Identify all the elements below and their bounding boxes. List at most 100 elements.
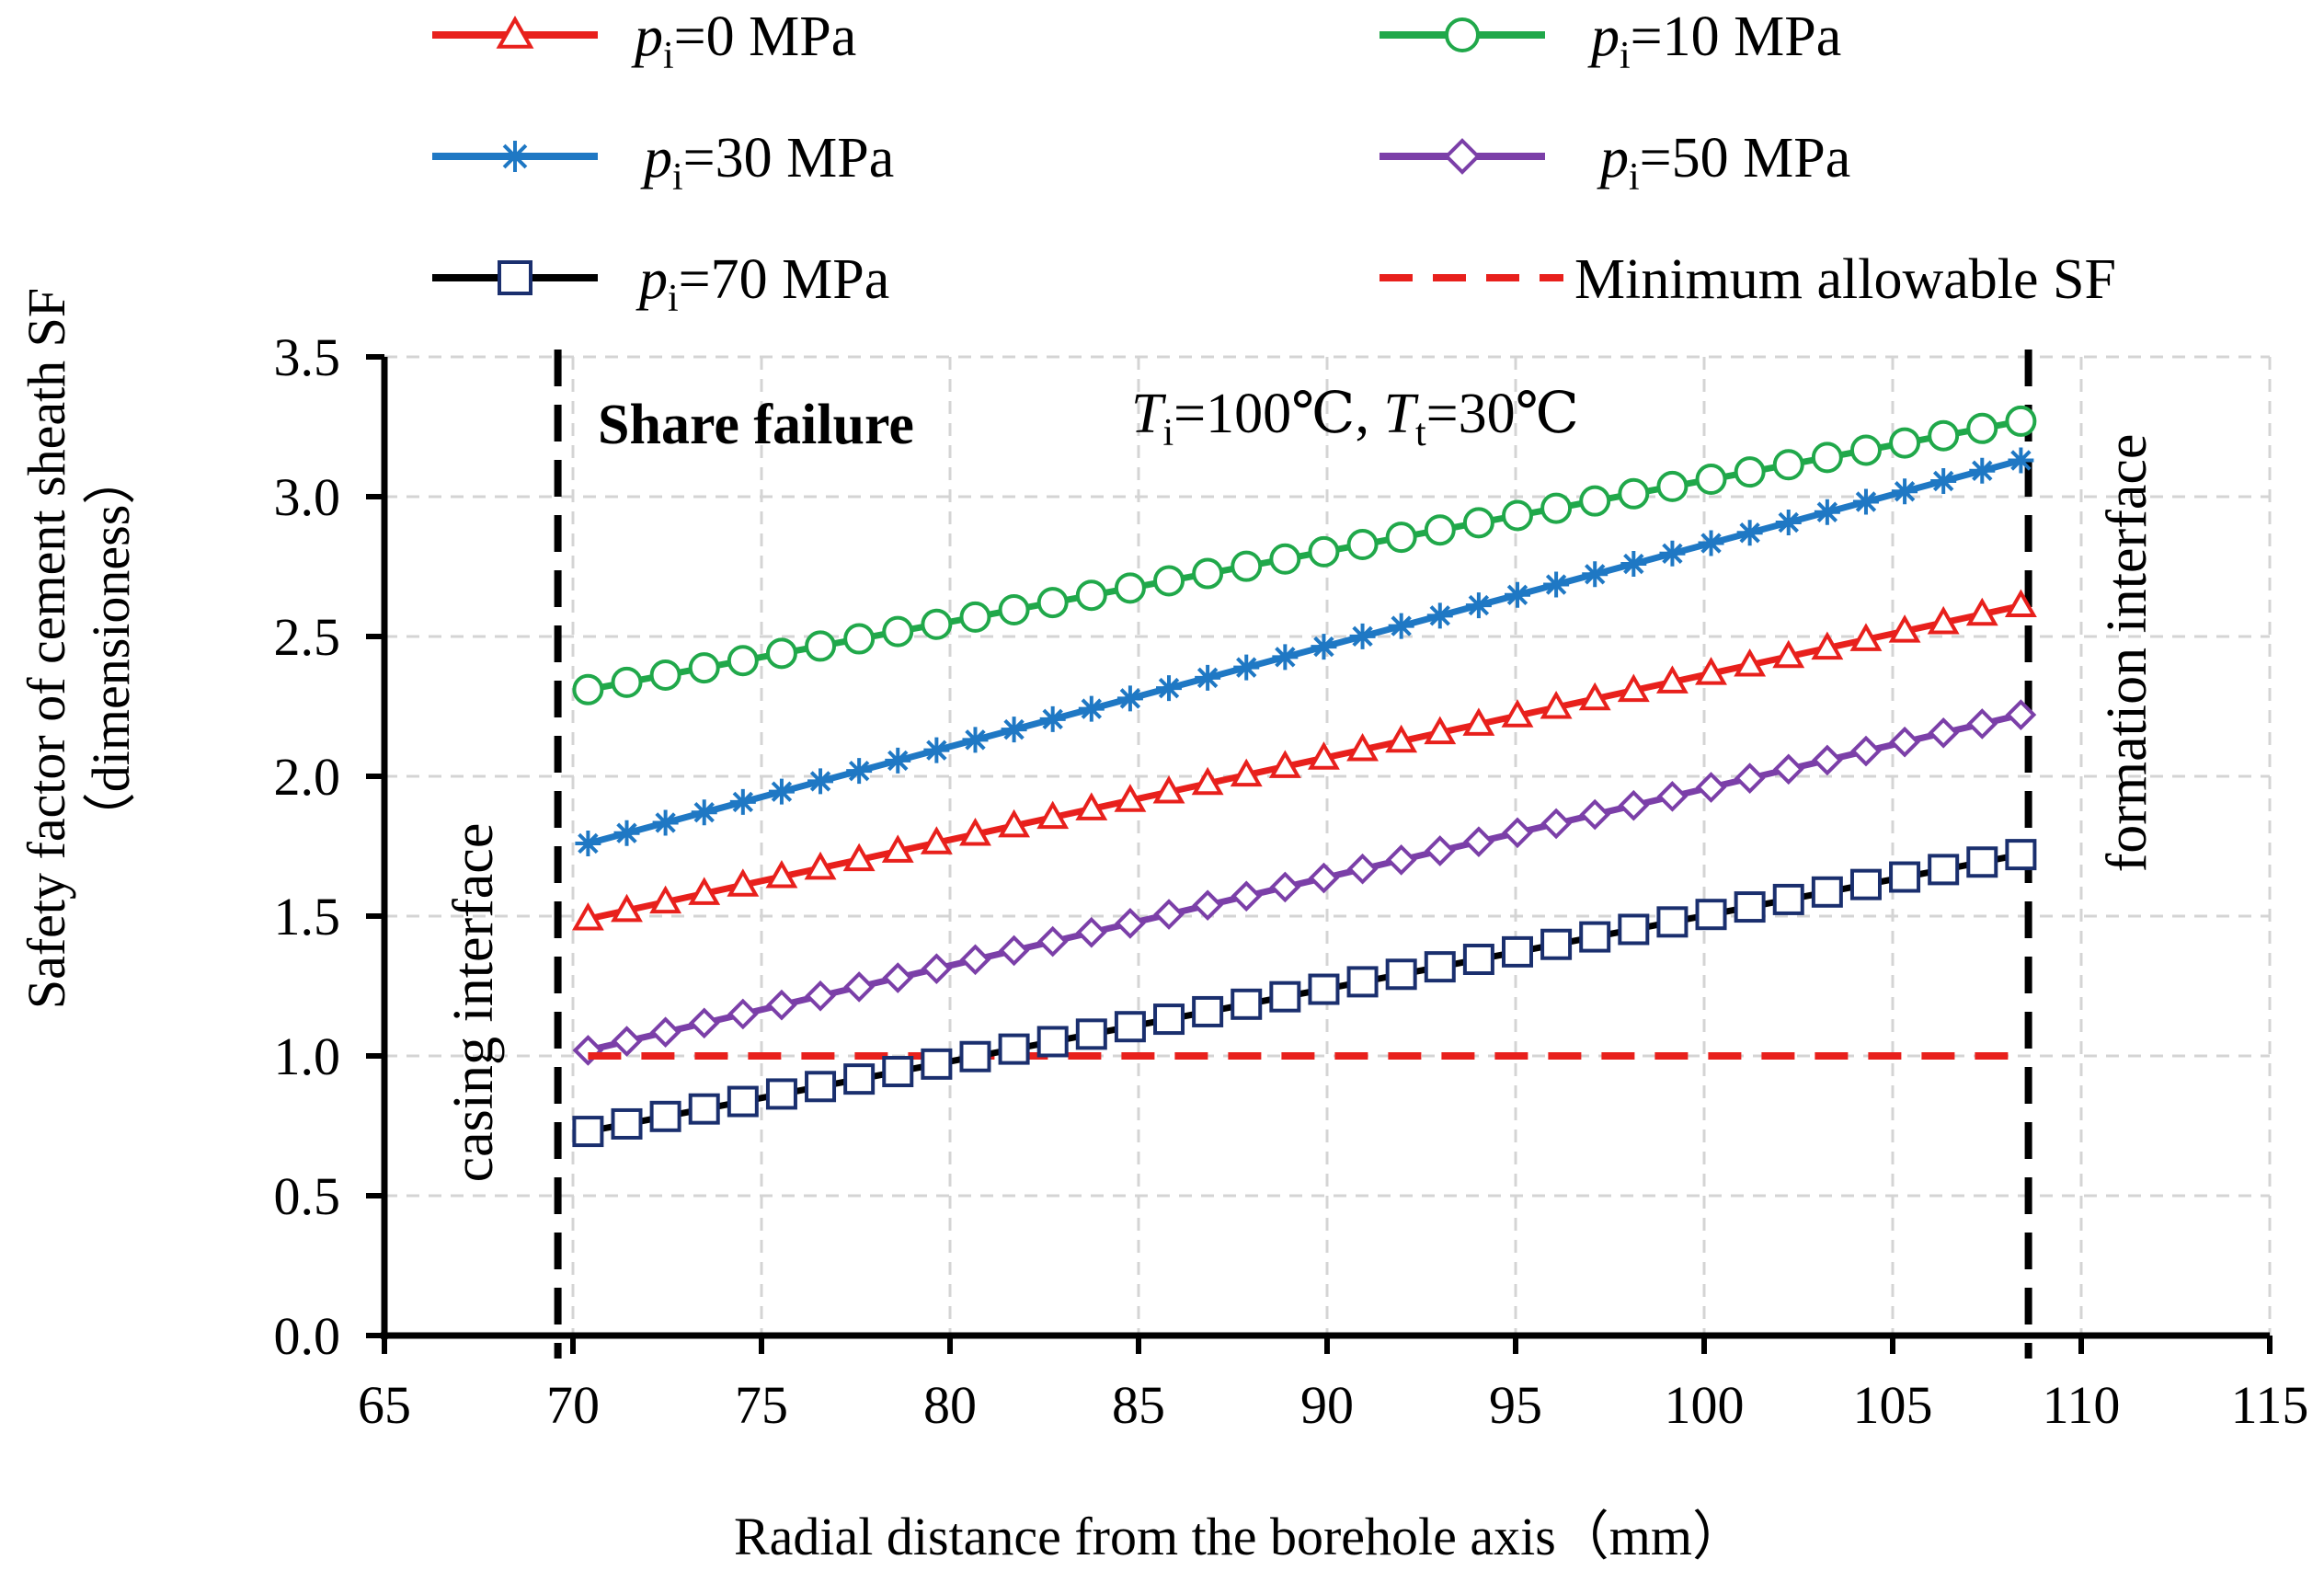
x-tick-label: 110 [2043, 1375, 2121, 1435]
legend-item: pi=30 MPa [432, 127, 894, 199]
data-point [1153, 899, 1185, 930]
data-point [2004, 589, 2037, 618]
data-point [1424, 835, 1456, 866]
data-point [1156, 675, 1183, 702]
grid-layer [384, 355, 2272, 1336]
data-point [1930, 467, 1957, 494]
x-tick-label: 75 [735, 1375, 788, 1435]
series-triangle [571, 589, 2037, 931]
share-failure-label: Share failure [598, 394, 914, 456]
data-point [959, 601, 991, 633]
data-point [1849, 434, 1882, 466]
legend-marker [1445, 17, 1480, 52]
legend-item-reference: Minimum allowable SF [1380, 248, 2116, 311]
data-point [1269, 871, 1301, 903]
data-point [1889, 861, 1921, 893]
data-point [1618, 477, 1650, 510]
data-point [1426, 602, 1453, 629]
data-point [1579, 798, 1611, 831]
data-point [1656, 781, 1689, 812]
data-point [1772, 449, 1804, 481]
data-point [1462, 707, 1495, 736]
data-point [649, 885, 682, 914]
data-point [1579, 485, 1611, 517]
legend-item: pi=50 MPa [1380, 127, 1850, 199]
data-point [1734, 891, 1766, 923]
casing-interface-label: casing interface [442, 823, 505, 1183]
data-point [1501, 935, 1533, 968]
data-point [1385, 522, 1417, 554]
data-point [1075, 579, 1107, 612]
data-point [572, 1116, 604, 1148]
data-point [1153, 565, 1185, 597]
data-point [1540, 808, 1572, 840]
temp-mid: =100℃, [1173, 383, 1383, 445]
data-point [1036, 587, 1069, 619]
data-point [1892, 478, 1918, 505]
data-point [1116, 685, 1143, 712]
data-point [765, 859, 798, 889]
x-tick-label: 80 [923, 1375, 977, 1435]
x-tick-label: 85 [1112, 1375, 1165, 1435]
data-point [962, 727, 989, 753]
data-point [882, 615, 914, 648]
legend-label: pi=30 MPa [640, 127, 894, 199]
data-point [1308, 741, 1340, 770]
legend-marker [496, 15, 534, 49]
data-point [1617, 673, 1650, 703]
series-circle [572, 405, 2037, 705]
data-point [1618, 789, 1650, 821]
data-point [843, 971, 875, 1003]
data-point [1308, 862, 1340, 894]
data-point [765, 1078, 797, 1110]
data-point [805, 630, 837, 662]
data-point [611, 1107, 643, 1140]
data-point [1928, 717, 1960, 749]
data-point [2005, 839, 2037, 871]
data-point [1231, 988, 1263, 1020]
data-point [1850, 735, 1882, 767]
legend-marker [499, 141, 531, 172]
data-point [1311, 634, 1337, 660]
legend-reference-label: Minimum allowable SF [1574, 248, 2116, 311]
data-point [727, 868, 760, 897]
data-point [1889, 726, 1920, 758]
data-point [1812, 744, 1843, 776]
data-point [572, 673, 604, 705]
data-point [1346, 853, 1379, 885]
series-asterisk [575, 447, 2034, 856]
data-point [1272, 644, 1299, 671]
y-tick-label: 0.5 [274, 1166, 341, 1226]
tick-layer: 65 70 75 80 85 90 95 100 105 110 115 0.0 0.5 1.0 1.5 2.… [274, 327, 2309, 1435]
data-point [688, 1007, 720, 1039]
legend: pi=0 MPa pi=10 MPa pi=30 MPa pi=50 MPa pi=70… [432, 6, 2116, 320]
data-point [1540, 928, 1573, 960]
data-point [1001, 717, 1027, 743]
data-point [1656, 906, 1689, 938]
legend-item: pi=70 MPa [432, 248, 889, 320]
data-point [1078, 695, 1105, 722]
data-point [1618, 913, 1650, 946]
data-point [1543, 571, 1570, 598]
data-point [1965, 597, 1998, 626]
data-point [1695, 464, 1727, 496]
series-diamond [572, 699, 2037, 1066]
data-point [998, 593, 1030, 625]
data-point [1114, 572, 1146, 604]
data-point [842, 843, 876, 872]
y-tick-label: 3.5 [274, 327, 341, 387]
x-tick-label: 90 [1300, 1375, 1354, 1435]
data-point [1579, 921, 1611, 953]
data-point [1114, 784, 1147, 812]
x-tick-label: 105 [1853, 1375, 1933, 1435]
data-point [1966, 412, 1998, 444]
data-point [611, 893, 643, 923]
data-point [1695, 772, 1727, 803]
data-point [805, 980, 836, 1012]
data-point [688, 1093, 720, 1125]
data-point [1502, 817, 1533, 849]
data-point [998, 1033, 1030, 1065]
data-point [1075, 916, 1107, 948]
data-point [1075, 1018, 1107, 1050]
